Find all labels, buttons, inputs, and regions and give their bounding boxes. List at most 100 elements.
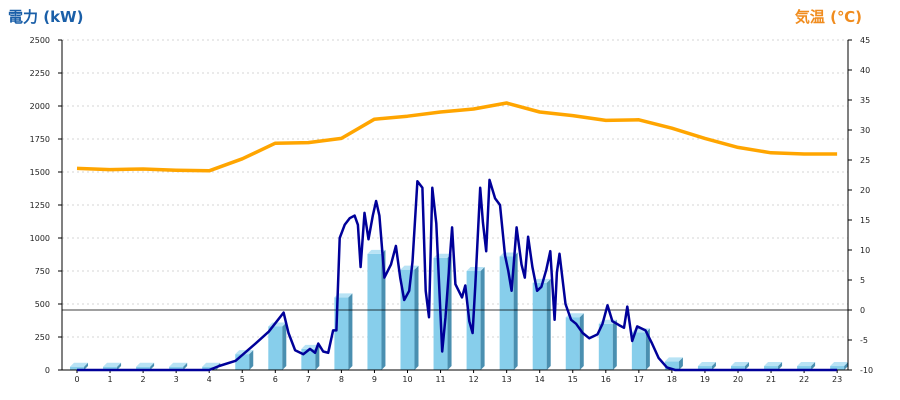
power-bar: [268, 326, 283, 370]
power-bar: [103, 366, 118, 370]
power-bar-top: [697, 362, 716, 367]
power-bar: [169, 366, 184, 370]
left-tick-label: 250: [35, 333, 50, 342]
power-bar-top: [731, 362, 749, 367]
x-tick-label: 9: [372, 375, 377, 384]
x-tick-label: 12: [469, 375, 479, 384]
power-bar: [367, 253, 382, 370]
left-tick-label: 2250: [30, 69, 50, 78]
power-bar-top: [764, 362, 783, 367]
x-tick-label: 3: [174, 375, 179, 384]
power-bar-side: [579, 313, 584, 370]
right-tick-label: 5: [860, 276, 865, 285]
x-tick-label: 18: [667, 375, 677, 384]
power-bar-side: [183, 362, 188, 370]
power-bar-top: [169, 362, 188, 367]
power-bar-side: [711, 362, 716, 370]
power-bar: [697, 366, 712, 370]
right-tick-label: 0: [860, 306, 865, 315]
left-tick-label: 2000: [30, 102, 50, 111]
x-tick-label: 1: [108, 375, 113, 384]
power-bar: [731, 366, 745, 370]
x-tick-label: 19: [700, 375, 710, 384]
x-tick-label: 11: [435, 375, 445, 384]
x-tick-label: 21: [766, 375, 776, 384]
right-tick-label: 15: [860, 216, 870, 225]
power-axis-title: 電力 (kW): [8, 8, 84, 26]
x-tick-label: 0: [74, 375, 79, 384]
x-tick-label: 10: [402, 375, 412, 384]
power-bar: [70, 366, 84, 370]
x-tick-label: 13: [502, 375, 512, 384]
left-tick-label: 0: [45, 366, 50, 375]
power-bar-top: [136, 362, 155, 367]
power-bar: [830, 366, 845, 370]
power-bar-top: [301, 344, 320, 349]
power-bar-top: [367, 249, 386, 254]
power-bar: [202, 366, 217, 370]
power-bar: [565, 317, 580, 370]
x-tick-label: 16: [601, 375, 611, 384]
power-line: [77, 178, 838, 372]
x-tick-label: 22: [799, 375, 809, 384]
left-tick-label: 1750: [30, 135, 50, 144]
right-tick-label: 20: [860, 186, 870, 195]
power-bar-side: [414, 265, 419, 370]
x-tick-label: 6: [273, 375, 278, 384]
power-bar-side: [811, 362, 816, 370]
left-tick-label: 750: [35, 267, 50, 276]
x-tick-label: 17: [634, 375, 644, 384]
power-bar-top: [532, 278, 551, 283]
power-bar-side: [745, 362, 749, 370]
x-tick-label: 8: [339, 375, 344, 384]
x-tick-label: 7: [306, 375, 311, 384]
power-bar: [764, 366, 779, 370]
power-bar: [664, 361, 679, 370]
power-bar-top: [103, 362, 122, 367]
power-bar-side: [249, 350, 254, 370]
x-tick-label: 5: [240, 375, 245, 384]
power-bar: [532, 282, 547, 370]
right-tick-label: 25: [860, 156, 870, 165]
x-tick-label: 20: [733, 375, 743, 384]
x-tick-label: 2: [141, 375, 146, 384]
power-bar-top: [797, 362, 816, 367]
power-bar-side: [282, 322, 287, 370]
power-bar-side: [150, 362, 155, 370]
grid: [62, 39, 848, 338]
power-bar-top: [664, 357, 683, 362]
right-tick-label: -10: [860, 366, 873, 375]
power-bar-side: [678, 357, 683, 370]
power-bar: [499, 256, 514, 370]
x-tick-label: 14: [535, 375, 545, 384]
power-bar: [631, 332, 646, 370]
x-tick-label: 4: [207, 375, 212, 384]
power-bar-top: [202, 362, 221, 367]
temperature-axis-title: 気温 (℃): [794, 8, 862, 26]
x-tick-label: 15: [568, 375, 578, 384]
left-tick-label: 500: [35, 300, 50, 309]
left-tick-label: 2500: [30, 36, 50, 45]
right-tick-label: -5: [860, 336, 868, 345]
power-bar: [136, 366, 151, 370]
right-tick-label: 35: [860, 96, 870, 105]
right-tick-label: 10: [860, 246, 870, 255]
power-bar: [797, 366, 812, 370]
right-tick-label: 40: [860, 66, 870, 75]
temperature-line: [76, 101, 838, 173]
x-tick-label: 23: [832, 375, 842, 384]
power-bar-side: [480, 267, 485, 370]
power-bar-top: [70, 362, 88, 367]
power-bar-side: [844, 362, 849, 370]
power-bar-side: [546, 278, 551, 370]
left-tick-label: 1000: [30, 234, 50, 243]
power-bar-side: [348, 293, 353, 370]
power-bar-top: [400, 265, 419, 270]
power-bar-side: [513, 252, 518, 370]
power-bar: [598, 323, 613, 370]
right-tick-label: 30: [860, 126, 870, 135]
power-bar-side: [117, 362, 122, 370]
power-bar-side: [778, 362, 783, 370]
left-tick-label: 1500: [30, 168, 50, 177]
